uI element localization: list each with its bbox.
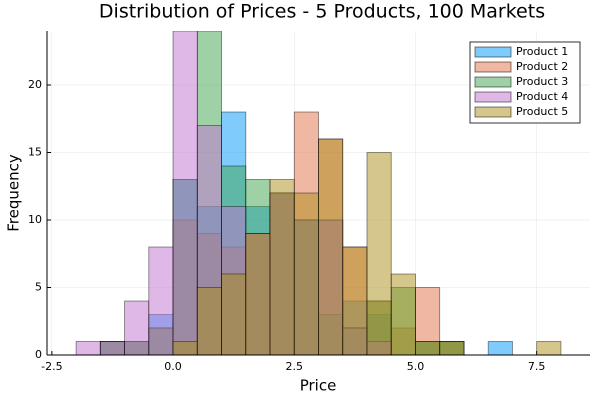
- bar: [148, 246, 174, 355]
- legend-label: Product 4: [516, 90, 568, 103]
- y-tick-label: 0: [35, 348, 42, 361]
- legend-swatch: [474, 76, 512, 88]
- bar: [75, 341, 101, 355]
- bar: [99, 341, 125, 355]
- bar: [342, 246, 368, 355]
- legend-swatch: [474, 106, 512, 118]
- y-tick-label: 5: [35, 281, 42, 294]
- legend-label: Product 5: [516, 105, 568, 118]
- bar: [415, 341, 441, 355]
- y-tick-label: 20: [28, 78, 42, 91]
- bar: [172, 31, 198, 355]
- bar: [536, 341, 562, 355]
- x-tick-label: 0.0: [164, 360, 182, 373]
- x-axis-label: Price: [300, 377, 337, 395]
- bar: [487, 341, 513, 355]
- bar: [366, 152, 392, 355]
- plot-area: [75, 31, 562, 355]
- bar: [124, 300, 150, 355]
- y-tick-label: 15: [28, 146, 42, 159]
- bar: [439, 341, 465, 355]
- legend-label: Product 1: [516, 45, 568, 58]
- legend-swatch: [474, 91, 512, 103]
- x-tick-label: 7.5: [528, 360, 546, 373]
- bar: [390, 273, 416, 355]
- y-axis-label: Frequency: [5, 154, 23, 232]
- bar: [221, 273, 247, 355]
- chart-title: Distribution of Prices - 5 Products, 100…: [99, 1, 545, 23]
- bar: [318, 138, 344, 355]
- x-tick-label: -2.5: [41, 360, 62, 373]
- legend-swatch: [474, 46, 512, 58]
- x-tick-label: 2.5: [286, 360, 304, 373]
- legend-label: Product 2: [516, 60, 568, 73]
- bar: [172, 341, 198, 355]
- bar: [196, 287, 222, 355]
- y-tick-label: 10: [28, 213, 42, 226]
- x-tick-label: 5.0: [407, 360, 425, 373]
- bar: [245, 233, 271, 355]
- bar: [293, 192, 319, 355]
- bar: [269, 179, 295, 355]
- legend-swatch: [474, 61, 512, 73]
- legend-label: Product 3: [516, 75, 568, 88]
